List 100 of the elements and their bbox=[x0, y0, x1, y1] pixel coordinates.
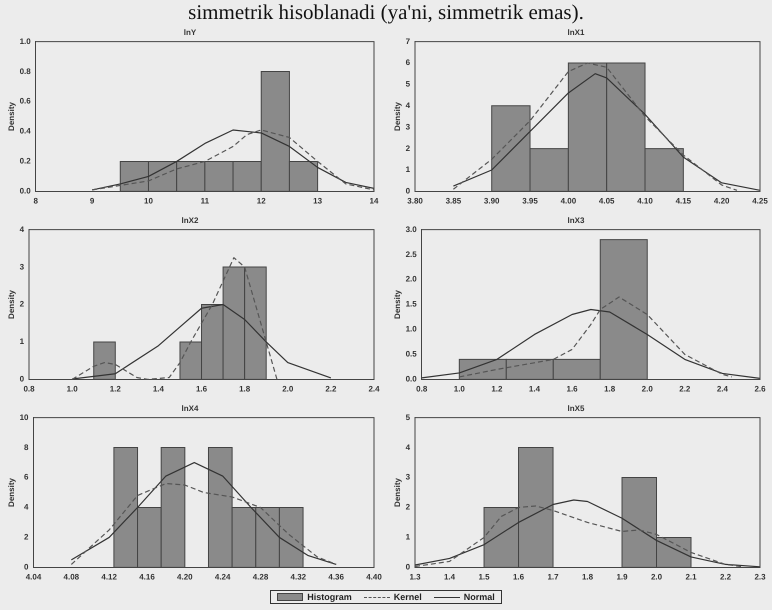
x-tick-label: 2.0 bbox=[642, 384, 654, 394]
y-tick-label: 1 bbox=[406, 532, 411, 542]
y-tick-label: 4 bbox=[24, 502, 30, 512]
x-tick-label: 1.0 bbox=[66, 384, 78, 394]
y-tick-label: 4 bbox=[406, 101, 411, 110]
x-tick-label: 1.8 bbox=[239, 384, 251, 394]
x-tick-label: 13 bbox=[313, 196, 323, 206]
y-axis-title: Density bbox=[393, 102, 402, 131]
chart-title: lnX3 bbox=[568, 216, 585, 226]
x-tick-label: 2.0 bbox=[650, 572, 663, 582]
y-tick-label: 0 bbox=[24, 562, 30, 572]
y-tick-label: 6 bbox=[406, 58, 411, 68]
y-tick-label: 2 bbox=[20, 300, 25, 309]
x-tick-label: 2.2 bbox=[325, 384, 337, 394]
x-tick-label: 1.4 bbox=[528, 384, 541, 394]
y-tick-label: 1.0 bbox=[406, 324, 418, 334]
x-tick-label: 1.4 bbox=[444, 572, 456, 582]
text: simmetrik hisoblanadi (ya'ni, simmetrik emas). bbox=[187, 0, 585, 24]
x-tick-label: 2.2 bbox=[720, 572, 732, 582]
x-tick-label: 3.80 bbox=[407, 196, 424, 206]
x-tick-label: 4.40 bbox=[366, 572, 382, 582]
x-tick-label: 2.3 bbox=[754, 572, 766, 582]
y-tick-label: 8 bbox=[24, 442, 30, 452]
y-tick-label: 7 bbox=[406, 36, 411, 46]
x-tick-label: 4.36 bbox=[328, 572, 344, 582]
x-tick-label: 1.2 bbox=[491, 384, 504, 394]
x-tick-label: 0.8 bbox=[416, 384, 428, 394]
x-tick-label: 1.8 bbox=[604, 384, 616, 394]
y-tick-label: 0 bbox=[406, 186, 411, 196]
x-tick-label: 1.4 bbox=[152, 384, 165, 394]
x-tick-label: 10 bbox=[144, 196, 154, 206]
x-tick-label: 3.85 bbox=[446, 196, 462, 206]
x-tick-label: 4.05 bbox=[598, 196, 616, 206]
x-tick-label: 2.1 bbox=[685, 572, 698, 582]
x-tick-label: 3.90 bbox=[484, 196, 500, 206]
x-tick-label: 4.24 bbox=[214, 572, 231, 582]
x-tick-label: 1.7 bbox=[547, 572, 560, 582]
y-tick-label: 5 bbox=[406, 412, 411, 422]
y-tick-label: 2 bbox=[406, 144, 411, 153]
x-tick-label: 4.12 bbox=[101, 572, 118, 582]
y-tick-label: 3 bbox=[406, 472, 411, 482]
x-tick-label: 2.2 bbox=[679, 384, 691, 394]
x-tick-label: 1.6 bbox=[566, 384, 578, 394]
y-tick-label: 2.0 bbox=[406, 274, 418, 284]
y-tick-label: 2 bbox=[406, 502, 411, 512]
chart-title: lnX1 bbox=[568, 28, 585, 38]
x-tick-label: 4.04 bbox=[26, 572, 42, 582]
y-axis-title: Density bbox=[393, 478, 402, 507]
x-tick-label: 11 bbox=[200, 196, 210, 206]
y-tick-label: 0 bbox=[20, 374, 25, 384]
x-tick-label: 2.4 bbox=[368, 384, 380, 394]
y-axis-title: Density bbox=[7, 290, 16, 319]
y-tick-label: 3 bbox=[406, 122, 411, 132]
x-tick-label: 4.25 bbox=[752, 196, 768, 206]
x-tick-label: 1.2 bbox=[110, 384, 122, 394]
x-tick-label: 14 bbox=[370, 196, 379, 206]
x-tick-label: 1.9 bbox=[616, 572, 628, 582]
x-tick-label: 2.6 bbox=[754, 384, 766, 394]
x-tick-label: 1.5 bbox=[478, 572, 490, 582]
y-tick-label: 2.5 bbox=[406, 250, 418, 259]
x-tick-label: 1.8 bbox=[582, 572, 594, 582]
chart-title: lnX4 bbox=[182, 404, 199, 414]
y-axis-title: Density bbox=[7, 102, 16, 131]
legend-label: Kernel bbox=[394, 592, 422, 602]
y-tick-label: 1 bbox=[20, 337, 25, 346]
y-axis-title: Density bbox=[393, 290, 402, 319]
y-tick-label: 10 bbox=[20, 412, 30, 422]
y-tick-label: 0.6 bbox=[20, 96, 32, 106]
x-tick-label: 2.4 bbox=[716, 384, 729, 394]
x-tick-label: 4.28 bbox=[252, 572, 269, 582]
chart-title: lnY bbox=[184, 28, 197, 38]
y-tick-label: 1.5 bbox=[406, 300, 418, 309]
chart-title: lnX5 bbox=[568, 404, 585, 414]
y-tick-label: 0.5 bbox=[406, 350, 418, 359]
legend-label: Histogram bbox=[307, 592, 352, 602]
x-tick-label: 2.0 bbox=[282, 384, 294, 394]
y-tick-label: 4 bbox=[20, 224, 25, 234]
y-tick-label: 2 bbox=[24, 532, 30, 542]
x-tick-label: 12 bbox=[256, 196, 266, 206]
y-tick-label: 3 bbox=[20, 262, 25, 272]
x-tick-label: 4.32 bbox=[290, 572, 307, 582]
x-tick-label: 1.6 bbox=[512, 572, 525, 582]
x-tick-label: 8 bbox=[33, 196, 38, 206]
y-tick-label: 1 bbox=[406, 165, 411, 174]
y-tick-label: 0 bbox=[406, 562, 411, 572]
x-tick-label: 4.20 bbox=[177, 572, 194, 582]
x-tick-label: 1.0 bbox=[454, 384, 466, 394]
x-tick-label: 1.3 bbox=[409, 572, 422, 582]
y-tick-label: 0.4 bbox=[20, 126, 32, 136]
y-tick-label: 6 bbox=[24, 472, 30, 482]
y-tick-label: 1.0 bbox=[20, 36, 32, 46]
chart-title: lnX2 bbox=[182, 216, 199, 226]
x-tick-label: 4.16 bbox=[139, 572, 156, 582]
x-tick-label: 1.6 bbox=[196, 384, 208, 394]
legend-label: Normal bbox=[464, 592, 495, 602]
y-tick-label: 5 bbox=[406, 80, 411, 89]
y-tick-label: 3.0 bbox=[406, 224, 418, 234]
x-tick-label: 4.20 bbox=[714, 196, 730, 206]
x-tick-label: 4.15 bbox=[676, 196, 692, 206]
x-tick-label: 4.08 bbox=[64, 572, 80, 582]
